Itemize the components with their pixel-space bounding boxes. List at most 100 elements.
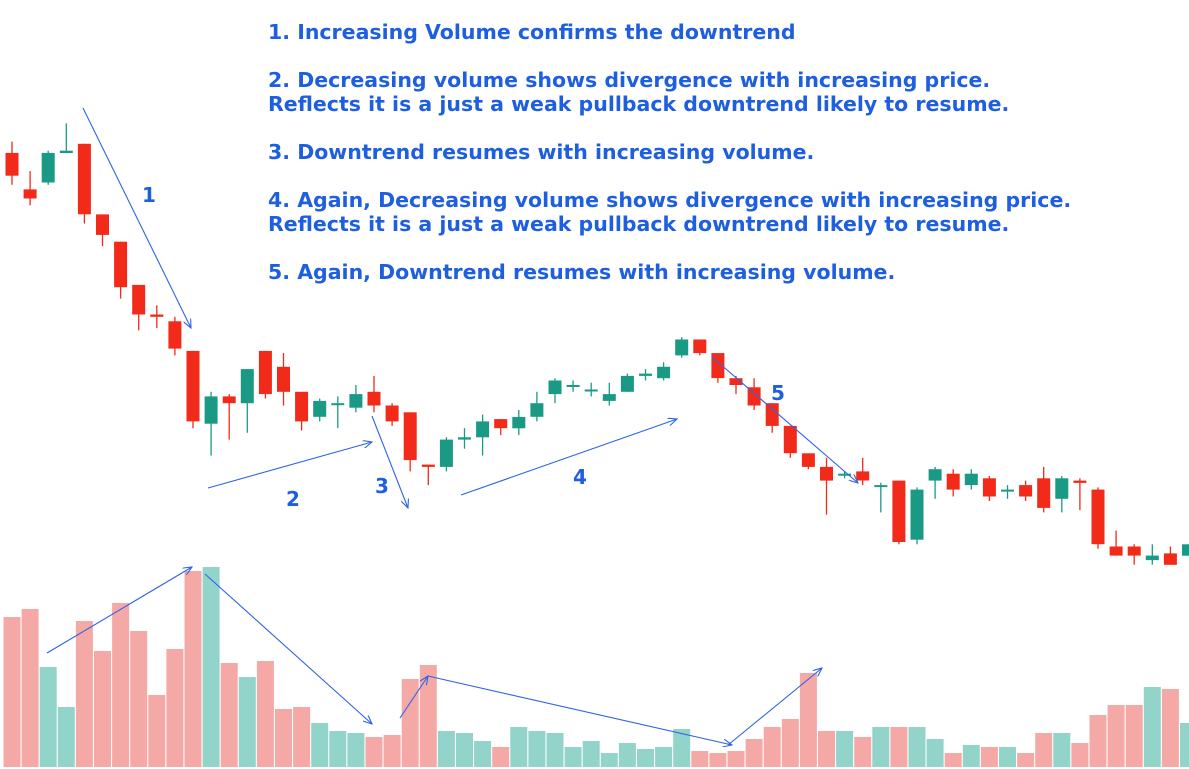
- volume-bar: [763, 727, 781, 767]
- candle: [313, 398, 327, 422]
- candle-body: [639, 373, 652, 376]
- candle: [602, 382, 616, 406]
- volume-bar: [836, 731, 854, 767]
- candle-body: [856, 471, 870, 481]
- volume-arrow-1: [46, 567, 192, 654]
- volume-bar: [1143, 687, 1161, 767]
- candle: [765, 403, 779, 433]
- candle-body: [801, 453, 815, 467]
- candle: [349, 385, 363, 413]
- wave-label-5: 5: [771, 381, 785, 405]
- candle: [1001, 485, 1014, 499]
- candle: [1037, 466, 1051, 513]
- candle: [530, 391, 544, 422]
- candle: [639, 369, 652, 381]
- note-5: 5. Again, Downtrend resumes with increas…: [268, 260, 896, 284]
- annotation-notes: 1. Increasing Volume confirms the downtr…: [268, 20, 1168, 308]
- candle-body: [349, 394, 363, 408]
- candle-body: [584, 389, 598, 392]
- volume-bar: [600, 753, 618, 767]
- wave-label-1: 1: [142, 183, 156, 207]
- candle: [675, 337, 689, 358]
- candle-body: [982, 478, 996, 497]
- candle: [403, 412, 417, 472]
- volume-bar: [474, 741, 492, 767]
- candle-body: [476, 421, 490, 438]
- candle-body: [132, 284, 146, 315]
- candle: [1091, 487, 1105, 549]
- candle: [367, 375, 381, 413]
- candle-body: [1001, 489, 1014, 492]
- candle-body: [494, 419, 508, 429]
- volume-bar: [1017, 753, 1035, 767]
- candlesticks: [5, 123, 1189, 565]
- volume-bar: [3, 617, 21, 767]
- candle-body: [892, 480, 906, 542]
- volume-bar: [781, 719, 799, 767]
- candle-body: [168, 321, 182, 349]
- candle-body: [458, 437, 471, 440]
- volume-bar: [926, 739, 944, 767]
- volume-bar: [745, 739, 763, 767]
- candle: [258, 350, 272, 399]
- candle: [240, 369, 254, 433]
- candle-body: [874, 485, 888, 488]
- volume-bar: [148, 695, 166, 767]
- candle: [150, 305, 164, 329]
- volume-bar: [419, 665, 437, 767]
- volume-bar: [1035, 733, 1053, 767]
- candle-body: [59, 150, 73, 153]
- candle-body: [512, 416, 526, 429]
- volume-bar: [21, 609, 39, 767]
- volume-arrow-2: [204, 573, 372, 724]
- volume-bar: [130, 631, 148, 767]
- candle: [204, 391, 218, 456]
- volume-bar: [75, 621, 93, 767]
- candle-body: [1145, 555, 1159, 561]
- candle: [620, 373, 634, 392]
- volume-bar: [383, 735, 401, 767]
- volume-bar: [329, 731, 347, 767]
- candle: [1073, 478, 1087, 511]
- volume-bar: [582, 741, 600, 767]
- candle: [186, 350, 200, 429]
- volume-bar: [1089, 715, 1107, 767]
- price-arrow-3: [371, 415, 408, 508]
- volume-bar: [94, 651, 111, 767]
- candle: [222, 394, 236, 440]
- candle: [295, 391, 309, 431]
- candle: [1182, 544, 1189, 556]
- volume-bar: [691, 751, 709, 767]
- candle-body: [1091, 489, 1105, 545]
- volume-bar: [980, 747, 998, 767]
- volume-bar: [890, 727, 908, 767]
- volume-bar: [1180, 723, 1189, 767]
- volume-bar: [818, 731, 835, 767]
- candle: [838, 471, 852, 479]
- volume-bar: [57, 707, 75, 767]
- candle-body: [367, 391, 381, 406]
- wave-label-3: 3: [375, 474, 389, 498]
- candle-body: [657, 366, 671, 379]
- price-arrow-1: [82, 107, 191, 328]
- candle: [114, 241, 128, 299]
- candle: [982, 476, 996, 501]
- volume-bar: [39, 667, 57, 767]
- candle: [96, 214, 109, 247]
- candle: [729, 375, 743, 395]
- candle-body: [1055, 478, 1069, 499]
- candle-body: [548, 380, 562, 395]
- candle: [856, 457, 870, 486]
- note-1: 1. Increasing Volume confirms the downtr…: [268, 20, 796, 44]
- candle-body: [5, 152, 19, 176]
- candle-body: [620, 375, 634, 392]
- candle: [1145, 544, 1159, 565]
- volume-arrow-5: [727, 668, 822, 746]
- candle-body: [331, 403, 345, 406]
- candle: [5, 141, 19, 185]
- candle: [132, 284, 146, 331]
- candle-body: [421, 464, 435, 467]
- candle: [910, 487, 924, 545]
- candle: [476, 414, 490, 456]
- candle-body: [1019, 485, 1033, 497]
